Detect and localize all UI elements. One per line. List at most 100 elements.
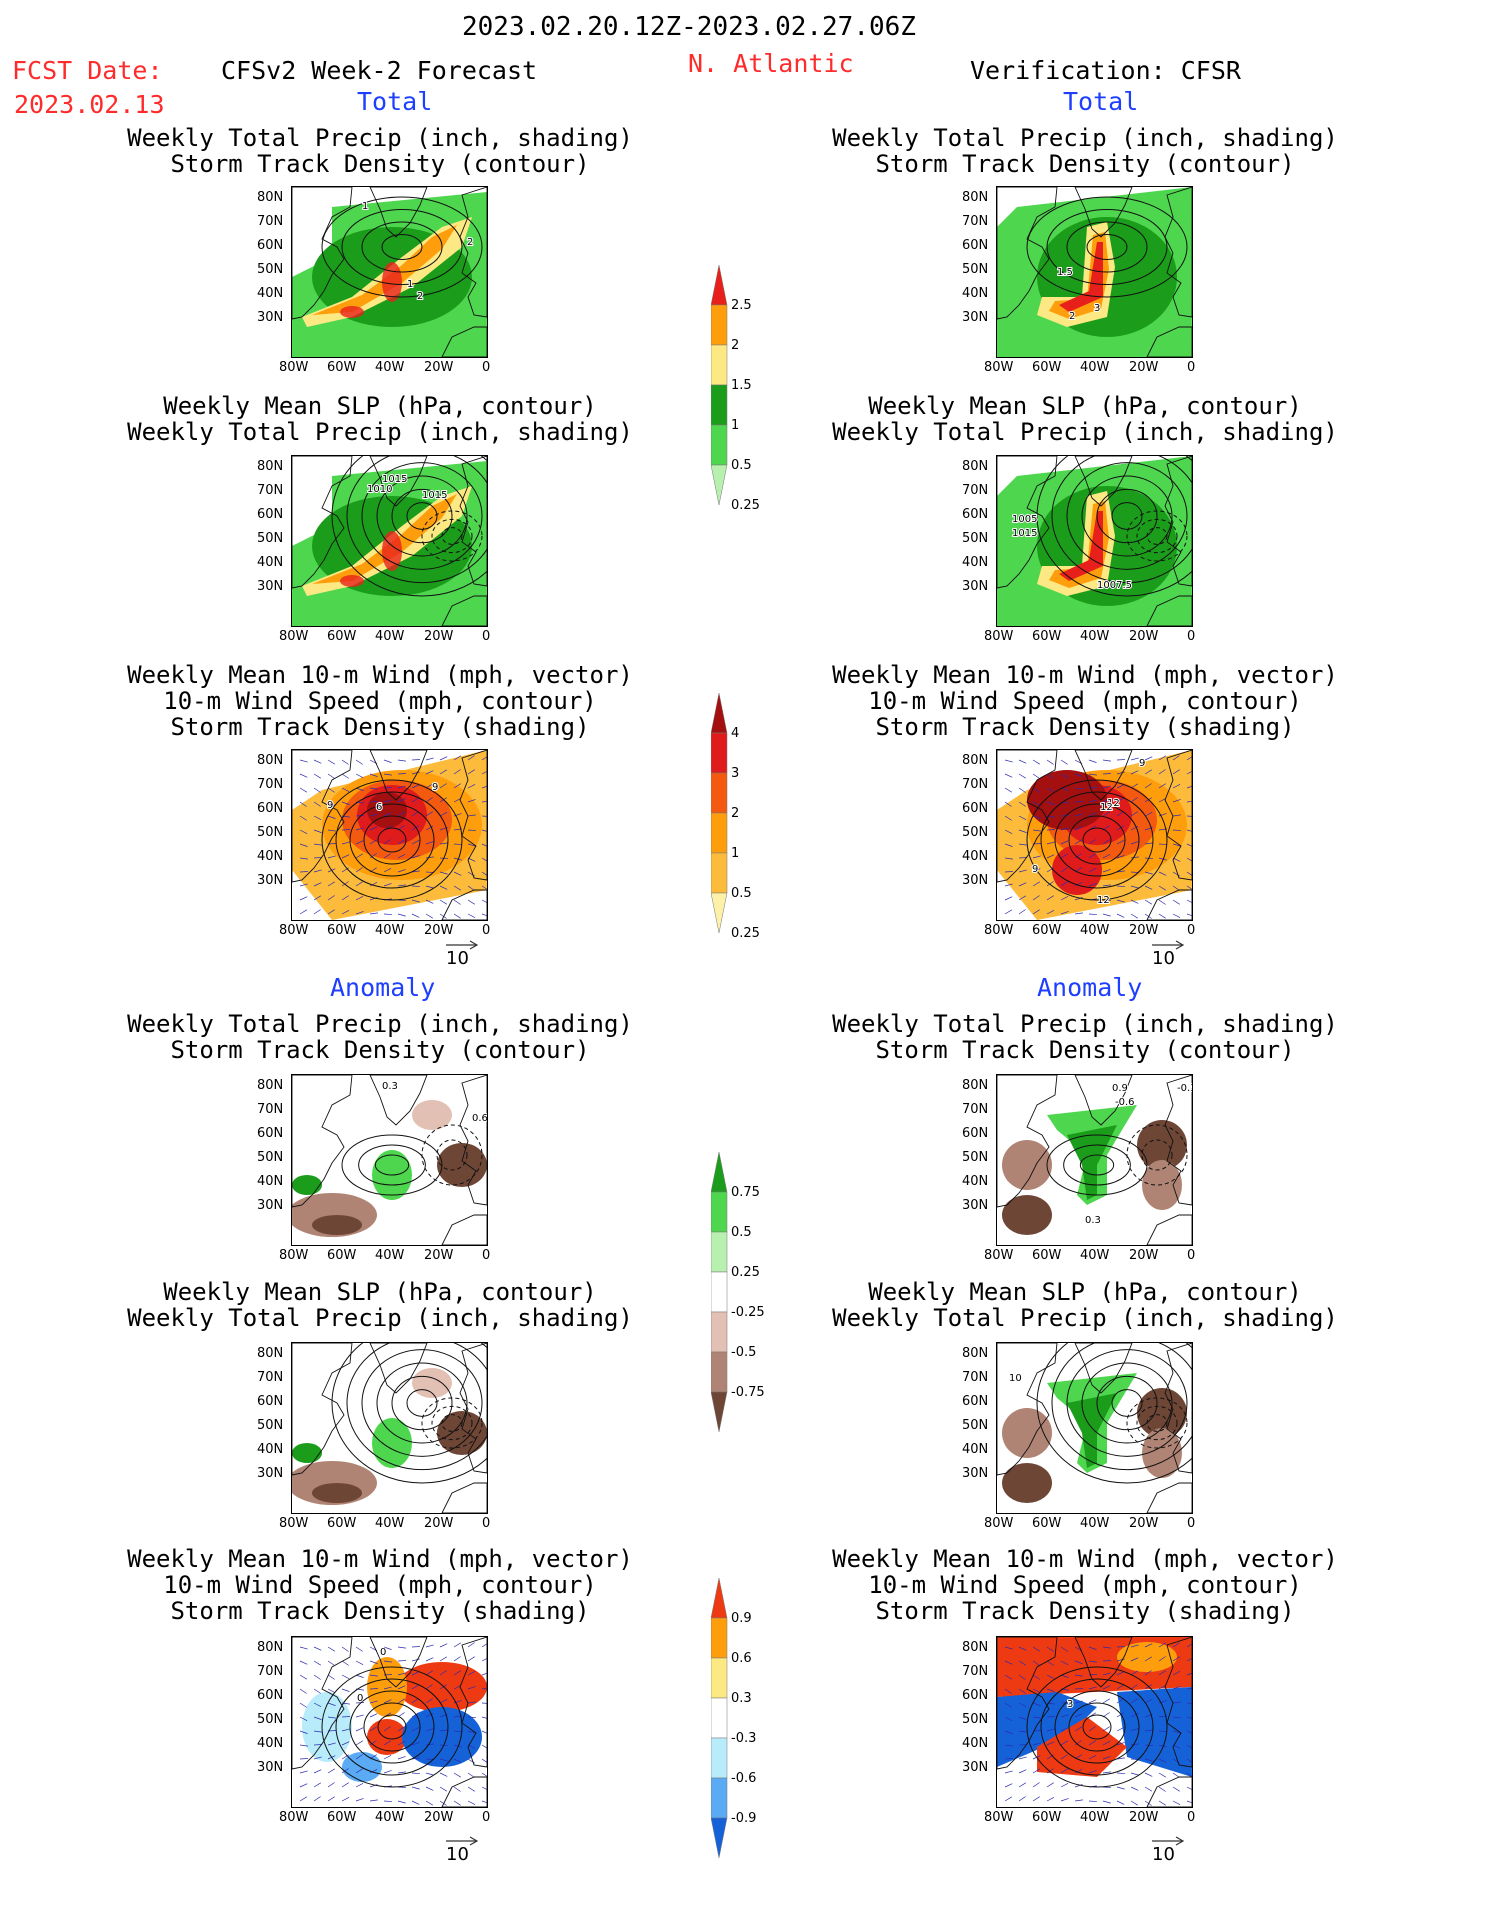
contour-label: 9 bbox=[327, 800, 333, 811]
contour-label: 0.9 bbox=[1112, 1083, 1128, 1094]
wind-vector bbox=[299, 883, 308, 887]
vector-ref-label: 10 bbox=[446, 1844, 469, 1865]
wind-vector bbox=[1130, 885, 1139, 889]
wind-speed-contour bbox=[1026, 1666, 1168, 1788]
wind-vector bbox=[453, 1800, 461, 1806]
colorbar-segment bbox=[710, 692, 728, 734]
wind-vector bbox=[383, 1660, 392, 1663]
wind-vector bbox=[467, 1670, 476, 1676]
wind-vector bbox=[467, 814, 476, 817]
wind-vector bbox=[1116, 913, 1125, 918]
wind-vector bbox=[425, 885, 434, 889]
storm-anom-contour bbox=[1079, 1154, 1115, 1176]
wind-vector bbox=[481, 815, 487, 817]
wind-vector bbox=[1088, 812, 1097, 817]
slp-contour bbox=[1126, 510, 1188, 562]
wind-vector bbox=[425, 770, 434, 775]
slp-contour bbox=[1126, 1397, 1188, 1449]
wind-vector bbox=[453, 783, 461, 789]
wind-vector bbox=[1018, 1796, 1026, 1802]
storm-shade bbox=[367, 792, 407, 828]
lon-tick-label: 60W bbox=[1032, 1810, 1062, 1825]
wind-vector bbox=[1018, 787, 1026, 793]
wind-vector bbox=[1116, 784, 1125, 789]
wind-vector bbox=[1116, 1800, 1125, 1805]
lon-tick-label: 20W bbox=[424, 360, 454, 375]
coastline bbox=[1164, 750, 1192, 881]
map-panel-af2 bbox=[291, 1342, 488, 1514]
wind-vector bbox=[1116, 855, 1125, 859]
wind-vector bbox=[1130, 1772, 1139, 1776]
contour-label: 3 bbox=[1094, 303, 1100, 314]
wind-vector bbox=[1130, 1644, 1139, 1648]
title-slp-precip-av: Weekly Mean SLP (hPa, contour) Weekly To… bbox=[832, 1278, 1338, 1332]
coastline bbox=[997, 1343, 1058, 1476]
wind-vector bbox=[1018, 1744, 1028, 1746]
wind-vector bbox=[1004, 773, 1013, 778]
wind-vector bbox=[313, 1744, 323, 1746]
wind-vector bbox=[1032, 787, 1040, 793]
wind-vector bbox=[481, 1744, 487, 1749]
wind-vector bbox=[327, 881, 336, 887]
lat-tick-label: 80N bbox=[962, 753, 989, 768]
slp-contour bbox=[1051, 456, 1192, 584]
wind-vector bbox=[467, 1786, 475, 1792]
wind-vector bbox=[355, 787, 364, 791]
wind-vector bbox=[313, 1702, 322, 1708]
wind-vector bbox=[467, 769, 475, 775]
wind-vector bbox=[327, 909, 335, 915]
coastline bbox=[441, 1214, 487, 1245]
lon-tick-label: 80W bbox=[984, 629, 1014, 644]
contour-label: 1.5 bbox=[1057, 267, 1073, 278]
colorbar-tick-label: 3 bbox=[731, 766, 740, 781]
wind-vector bbox=[481, 1716, 487, 1719]
contour-label: 12 bbox=[1107, 798, 1120, 809]
coastline bbox=[369, 456, 428, 507]
colorbar-tick-label: -0.9 bbox=[731, 1811, 757, 1826]
wind-vector bbox=[1074, 1700, 1083, 1704]
wind-vector bbox=[313, 815, 322, 821]
colorbar-tick-label: 0.5 bbox=[731, 886, 752, 901]
wind-vector bbox=[1186, 1758, 1192, 1763]
lon-tick-label: 80W bbox=[279, 629, 309, 644]
lat-tick-label: 40N bbox=[257, 849, 284, 864]
wind-vector bbox=[1158, 1744, 1167, 1748]
colorbar-segment bbox=[710, 1577, 728, 1619]
wind-vector bbox=[1060, 815, 1070, 817]
wind-vector bbox=[1032, 1782, 1040, 1788]
wind-vector bbox=[1130, 1684, 1138, 1690]
lat-tick-label: 60N bbox=[257, 1394, 284, 1409]
coastline bbox=[441, 1776, 487, 1807]
slp-contour bbox=[346, 1343, 487, 1471]
wind-vector bbox=[1046, 1754, 1055, 1760]
wind-vector bbox=[1018, 882, 1027, 887]
wind-vector bbox=[327, 787, 335, 793]
slp-contour bbox=[391, 1375, 453, 1431]
wind-vector bbox=[313, 882, 322, 887]
title-wind-storm-v: Weekly Mean 10-m Wind (mph, vector) 10-m… bbox=[832, 661, 1338, 741]
colorbar-tick-label: 2 bbox=[731, 806, 740, 821]
lat-tick-label: 30N bbox=[962, 579, 989, 594]
colorbar-graphic bbox=[710, 1577, 728, 1859]
storm-anom-shade bbox=[367, 1657, 407, 1717]
wind-vector bbox=[439, 1698, 448, 1704]
lat-tick-label: 70N bbox=[962, 1664, 989, 1679]
wind-vector bbox=[1018, 1660, 1027, 1666]
wind-vector bbox=[299, 896, 308, 901]
wind-vector bbox=[411, 825, 419, 831]
wind-vector bbox=[327, 815, 336, 819]
lat-tick-label: 70N bbox=[962, 1370, 989, 1385]
colorbar-graphic bbox=[710, 1151, 728, 1433]
precip-anom-shade bbox=[1002, 1195, 1052, 1235]
wind-vector bbox=[411, 839, 420, 845]
storm-anom-contour bbox=[1063, 1144, 1131, 1186]
lon-tick-label: 60W bbox=[327, 629, 357, 644]
lon-tick-label: 40W bbox=[1080, 1248, 1110, 1263]
wind-vector bbox=[1074, 801, 1084, 803]
wind-vector bbox=[1018, 869, 1027, 873]
wind-vector bbox=[411, 1742, 420, 1746]
contour-label: 0.6 bbox=[472, 1113, 487, 1124]
colorbar-segment bbox=[710, 1657, 728, 1699]
wind-vector bbox=[453, 813, 462, 817]
lat-tick-label: 80N bbox=[257, 190, 284, 205]
